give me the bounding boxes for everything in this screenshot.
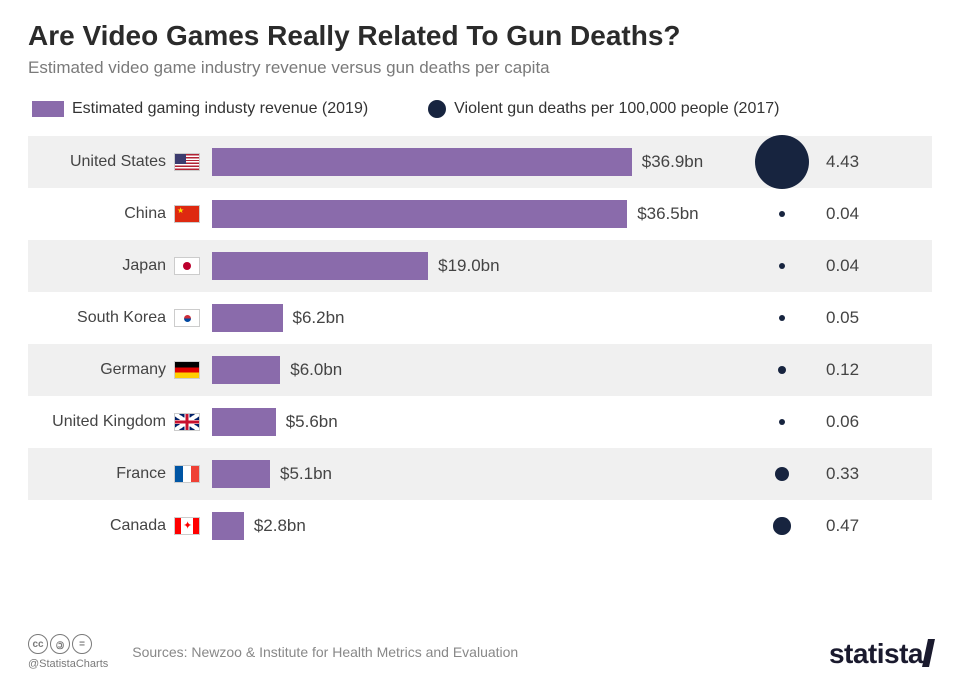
revenue-value: $36.9bn [642, 152, 703, 172]
deaths-bubble [775, 467, 790, 482]
deaths-bubble [779, 211, 785, 217]
revenue-value: $5.1bn [280, 464, 332, 484]
revenue-bar [212, 512, 244, 540]
chart-row: China $36.5bn 0.04 [28, 188, 932, 240]
legend-item-circle: Violent gun deaths per 100,000 people (2… [428, 100, 779, 118]
deaths-value: 0.12 [822, 360, 882, 380]
revenue-value: $6.0bn [290, 360, 342, 380]
country-label: China [124, 205, 166, 223]
flag-icon [174, 465, 200, 483]
deaths-bubble [773, 517, 791, 535]
country-label: France [116, 465, 166, 483]
country-label: Germany [100, 361, 166, 379]
revenue-value: $19.0bn [438, 256, 499, 276]
legend-circle-label: Violent gun deaths per 100,000 people (2… [454, 100, 779, 118]
deaths-value: 0.04 [822, 204, 882, 224]
deaths-value: 0.05 [822, 308, 882, 328]
deaths-bubble [755, 135, 809, 189]
legend: Estimated gaming industy revenue (2019) … [28, 100, 932, 118]
chart-row: Canada $2.8bn 0.47 [28, 500, 932, 552]
revenue-bar [212, 304, 283, 332]
flag-icon [174, 413, 200, 431]
legend-bar-swatch [32, 101, 64, 117]
deaths-bubble [778, 366, 787, 375]
statista-logo: statista [829, 635, 932, 670]
revenue-bar [212, 200, 627, 228]
chart-subtitle: Estimated video game industry revenue ve… [28, 58, 932, 78]
country-label: South Korea [77, 309, 166, 327]
deaths-value: 0.06 [822, 412, 882, 432]
chart-row: United States $36.9bn 4.43 [28, 136, 932, 188]
deaths-value: 4.43 [822, 152, 882, 172]
deaths-value: 0.33 [822, 464, 882, 484]
deaths-value: 0.47 [822, 516, 882, 536]
chart-row: Germany $6.0bn 0.12 [28, 344, 932, 396]
flag-icon [174, 153, 200, 171]
legend-item-bar: Estimated gaming industy revenue (2019) [32, 100, 368, 118]
flag-icon [174, 205, 200, 223]
deaths-bubble [779, 315, 785, 321]
deaths-value: 0.04 [822, 256, 882, 276]
revenue-bar [212, 148, 632, 176]
country-label: Japan [122, 257, 166, 275]
country-label: Canada [110, 517, 166, 535]
revenue-value: $6.2bn [293, 308, 345, 328]
flag-icon [174, 309, 200, 327]
revenue-bar [212, 460, 270, 488]
legend-bar-label: Estimated gaming industy revenue (2019) [72, 100, 368, 118]
chart-row: France $5.1bn 0.33 [28, 448, 932, 500]
revenue-bar [212, 408, 276, 436]
footer: cc 🄯 = @StatistaCharts Sources: Newzoo &… [0, 634, 960, 670]
flag-icon [174, 361, 200, 379]
deaths-bubble [779, 263, 785, 269]
cc-icons: cc 🄯 = [28, 634, 108, 654]
flag-icon [174, 257, 200, 275]
revenue-bar [212, 356, 280, 384]
nd-icon: = [72, 634, 92, 654]
country-label: United States [70, 153, 166, 171]
chart-title: Are Video Games Really Related To Gun De… [28, 20, 932, 52]
chart-rows: United States $36.9bn 4.43 China $36.5bn 0.04… [28, 136, 932, 552]
cc-icon: cc [28, 634, 48, 654]
legend-circle-swatch [428, 100, 446, 118]
deaths-bubble [779, 419, 785, 425]
chart-row: South Korea $6.2bn 0.05 [28, 292, 932, 344]
revenue-bar [212, 252, 428, 280]
footer-sources: Sources: Newzoo & Institute for Health M… [132, 644, 518, 660]
footer-handle: @StatistaCharts [28, 658, 108, 670]
revenue-value: $36.5bn [637, 204, 698, 224]
attribution-icon: 🄯 [50, 634, 70, 654]
chart-row: Japan $19.0bn 0.04 [28, 240, 932, 292]
country-label: United Kingdom [52, 413, 166, 431]
flag-icon [174, 517, 200, 535]
revenue-value: $2.8bn [254, 516, 306, 536]
chart-row: United Kingdom $5.6bn 0.06 [28, 396, 932, 448]
revenue-value: $5.6bn [286, 412, 338, 432]
